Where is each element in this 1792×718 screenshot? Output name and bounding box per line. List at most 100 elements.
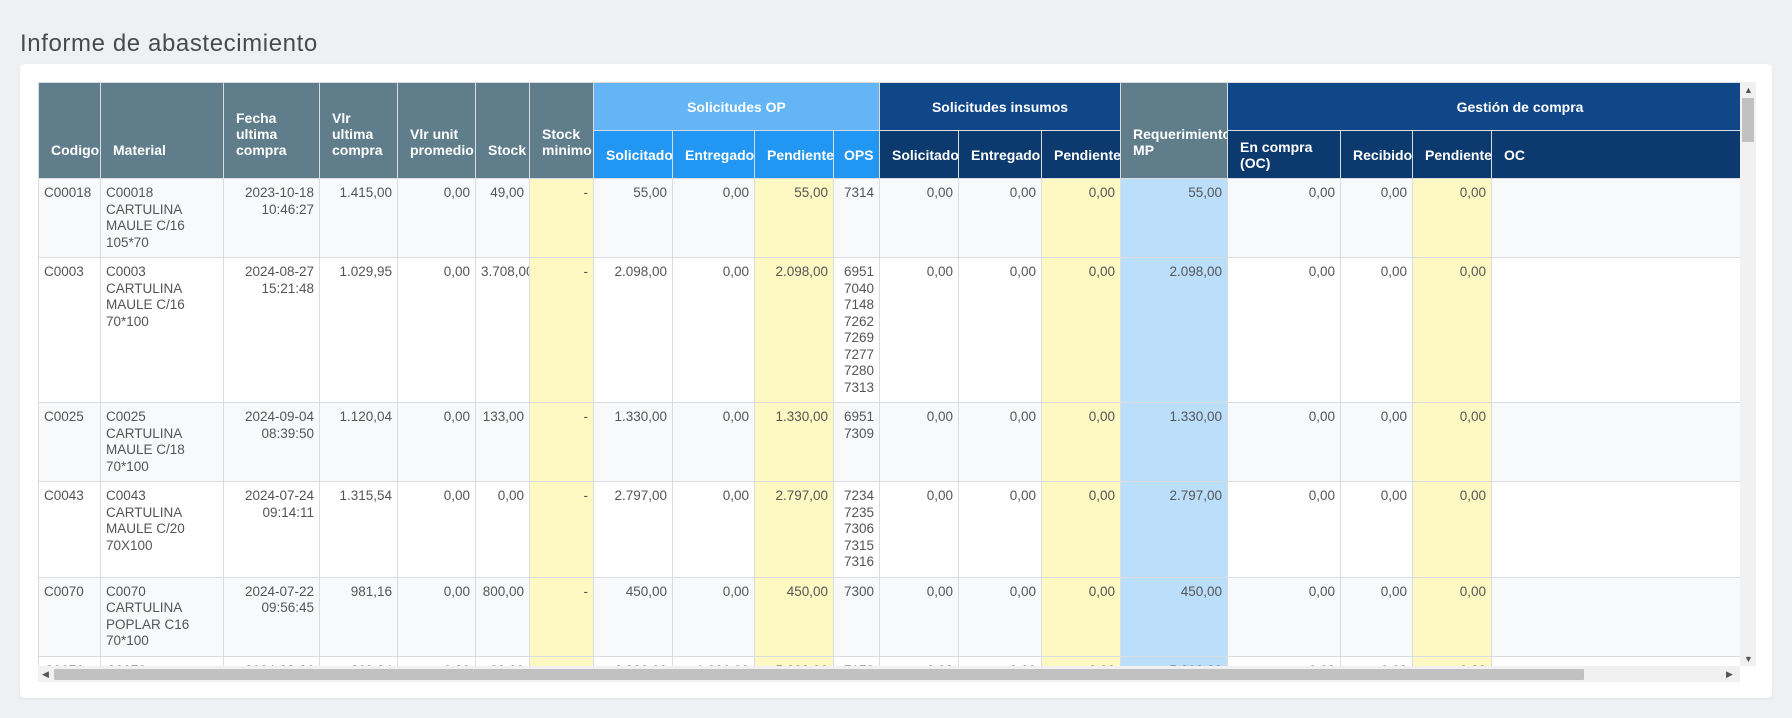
cell-insumos-solicitado: 0,00 [879, 178, 959, 258]
cell-op-solicitado: 450,00 [593, 576, 673, 657]
cell-stock-minimo: - [529, 655, 594, 666]
col-insumos-solicitado[interactable]: Solicitado [879, 130, 959, 179]
cell-requerimiento-mp: 1.330,00 [1120, 402, 1229, 482]
col-op-solicitado[interactable]: Solicitado [593, 130, 673, 179]
col-compra-pendiente[interactable]: Pendiente [1412, 130, 1493, 179]
vertical-scrollbar[interactable]: ▲ ▼ [1740, 82, 1756, 666]
cell-vlr-unit-promedio: 0,00 [397, 257, 476, 403]
table-row[interactable]: C0076C0076 CARTULINA POPLAR C14 220 GR 7… [38, 655, 1740, 666]
group-solicitudes-op: Solicitudes OP [593, 82, 880, 131]
col-op-entregado[interactable]: Entregado [672, 130, 755, 179]
col-codigo[interactable]: Codigo [38, 82, 101, 179]
cell-op-pendiente: 2.098,00 [754, 257, 834, 403]
cell-insumos-solicitado: 0,00 [879, 576, 959, 657]
cell-vlr-unit-promedio: 0,00 [397, 178, 476, 258]
cell-ops: 7314 [833, 178, 880, 258]
cell-compra-pendiente: 0,00 [1412, 178, 1493, 258]
cell-oc [1491, 402, 1740, 482]
cell-stock-minimo: - [529, 481, 594, 578]
cell-insumos-entregado: 0,00 [958, 576, 1042, 657]
cell-codigo: C0070 [38, 576, 101, 657]
scroll-down-icon[interactable]: ▼ [1744, 654, 1753, 664]
cell-insumos-entregado: 0,00 [958, 257, 1042, 403]
col-insumos-pendiente[interactable]: Pendiente [1040, 130, 1122, 179]
cell-stock-minimo: - [529, 402, 594, 482]
col-stock[interactable]: Stock [475, 82, 530, 179]
cell-recibido: 0,00 [1340, 257, 1414, 403]
cell-insumos-solicitado: 0,00 [879, 257, 959, 403]
cell-material: C0025 CARTULINA MAULE C/18 70*100 [100, 402, 224, 482]
col-oc[interactable]: OC [1491, 130, 1740, 179]
col-vlr-ultima-compra[interactable]: Vlr ultima compra [319, 82, 398, 179]
cell-fecha: 2024-08-26 14:24:29 [223, 655, 320, 666]
cell-vlr-unit-promedio: 0,00 [397, 402, 476, 482]
cell-material: C0043 CARTULINA MAULE C/20 70X100 [100, 481, 224, 578]
cell-stock-minimo: - [529, 178, 594, 258]
table-row[interactable]: C0070 C0070 CARTULINA POPLAR C16 70*100 20… [38, 576, 1740, 657]
col-vlr-unit-promedio[interactable]: Vlr unit promedio [397, 82, 476, 179]
cell-op-solicitado: 2.797,00 [593, 481, 673, 578]
vertical-scroll-thumb[interactable] [1742, 98, 1754, 142]
cell-vlr-ultima-compra: 981,16 [319, 576, 398, 657]
cell-stock: 3.708,00 [475, 257, 530, 403]
report-card: Codigo Material Fecha ultima compra Vlr … [20, 64, 1772, 698]
scroll-right-icon[interactable]: ▶ [1726, 669, 1733, 679]
cell-codigo: C0043 [38, 481, 101, 578]
horizontal-scrollbar[interactable]: ◀ ▶ [38, 666, 1740, 682]
col-fecha-ultima-compra[interactable]: Fecha ultima compra [223, 82, 320, 179]
cell-op-pendiente: 450,00 [754, 576, 834, 657]
col-material[interactable]: Material [100, 82, 224, 179]
cell-stock: 49,00 [475, 178, 530, 258]
col-op-pendiente[interactable]: Pendiente [754, 130, 834, 179]
scroll-up-icon[interactable]: ▲ [1744, 85, 1753, 95]
cell-insumos-pendiente: 0,00 [1040, 257, 1122, 403]
cell-en-compra: 0,00 [1227, 402, 1342, 482]
cell-requerimiento-mp: 55,00 [1120, 178, 1229, 258]
cell-vlr-unit-promedio: 0,00 [397, 481, 476, 578]
cell-recibido: 0,00 [1340, 402, 1414, 482]
cell-fecha: 2024-09-04 08:39:50 [223, 402, 320, 482]
table-row[interactable]: C00018 C00018 CARTULINA MAULE C/16 105*70… [38, 178, 1740, 258]
cell-op-entregado: 1.300,00 [672, 655, 755, 666]
table-row[interactable]: C0003 C0003 CARTULINA MAULE C/16 70*100 20… [38, 257, 1740, 403]
cell-material: C0003 CARTULINA MAULE C/16 70*100 [100, 257, 224, 403]
scroll-left-icon[interactable]: ◀ [42, 669, 49, 679]
group-gestion-compra: Gestión de compra [1227, 82, 1740, 131]
cell-compra-pendiente: 0,00 [1412, 257, 1493, 403]
cell-en-compra: 0,00 [1227, 655, 1342, 666]
cell-op-solicitado: 55,00 [593, 178, 673, 258]
cell-ops: 7300 [833, 576, 880, 657]
cell-vlr-ultima-compra: 1.415,00 [319, 178, 398, 258]
cell-oc [1491, 257, 1740, 403]
horizontal-scroll-thumb[interactable] [54, 669, 1584, 680]
cell-op-entregado: 0,00 [672, 576, 755, 657]
table-row[interactable]: C0043 C0043 CARTULINA MAULE C/20 70X100 20… [38, 481, 1740, 578]
cell-op-entregado: 0,00 [672, 178, 755, 258]
cell-vlr-ultima-compra: 1.315,54 [319, 481, 398, 578]
cell-op-pendiente: 2.797,00 [754, 481, 834, 578]
cell-oc [1491, 655, 1740, 666]
col-recibido[interactable]: Recibido [1340, 130, 1414, 179]
cell-material: C0070 CARTULINA POPLAR C16 70*100 [100, 576, 224, 657]
cell-compra-pendiente: 0,00 [1412, 481, 1493, 578]
col-insumos-entregado[interactable]: Entregado [958, 130, 1042, 179]
cell-vlr-ultima-compra: 1.120,04 [319, 402, 398, 482]
col-requerimiento-mp[interactable]: Requerimiento MP [1120, 82, 1229, 179]
cell-insumos-pendiente: 0,00 [1040, 481, 1122, 578]
cell-requerimiento-mp: 5.090,00 [1120, 655, 1229, 666]
cell-recibido: 0,00 [1340, 481, 1414, 578]
cell-en-compra: 0,00 [1227, 257, 1342, 403]
cell-oc [1491, 481, 1740, 578]
table-row[interactable]: C0025 C0025 CARTULINA MAULE C/18 70*100 20… [38, 402, 1740, 482]
cell-op-solicitado: 1.330,00 [593, 402, 673, 482]
cell-requerimiento-mp: 2.797,00 [1120, 481, 1229, 578]
cell-stock-minimo: - [529, 576, 594, 657]
cell-stock: 800,00 [475, 576, 530, 657]
cell-codigo: C0076 [38, 655, 101, 666]
cell-recibido: 0,00 [1340, 178, 1414, 258]
col-ops[interactable]: OPS [833, 130, 880, 179]
col-en-compra[interactable]: En compra (OC) [1227, 130, 1342, 179]
col-stock-minimo[interactable]: Stock minimo [529, 82, 594, 179]
cell-oc [1491, 576, 1740, 657]
cell-compra-pendiente: 0,00 [1412, 655, 1493, 666]
